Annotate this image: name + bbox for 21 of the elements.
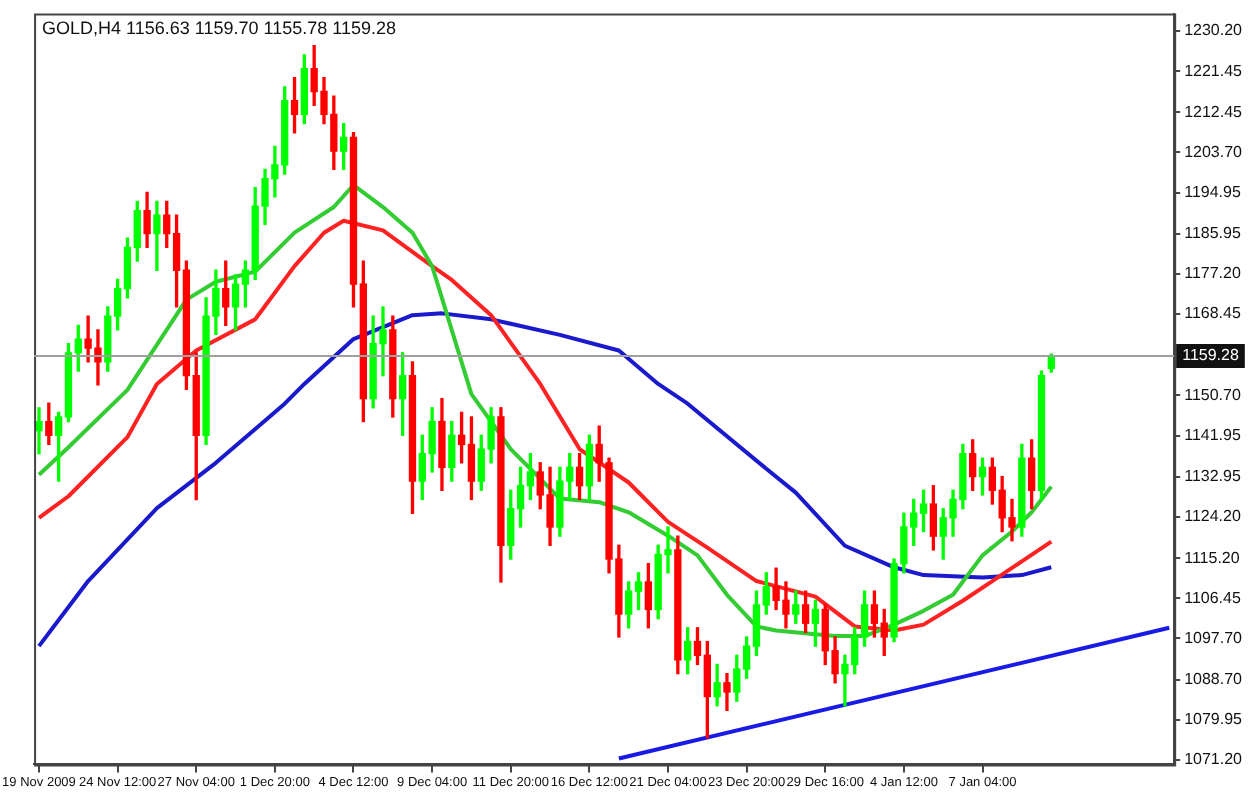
y-tick-label: 1124.20 bbox=[1184, 507, 1242, 526]
y-tick-label: 1132.95 bbox=[1184, 467, 1242, 486]
y-tick-label: 1185.95 bbox=[1184, 224, 1242, 243]
ref-line-label: 1159.28 bbox=[1182, 346, 1240, 365]
y-tick-label: 1071.20 bbox=[1184, 750, 1244, 769]
chart-title: GOLD,H4 1156.63 1159.70 1155.78 1159.28 bbox=[42, 17, 397, 38]
y-tick-label: 1115.20 bbox=[1184, 548, 1241, 567]
y-tick-label: 1230.20 bbox=[1184, 21, 1244, 40]
y-tick-label: 1194.95 bbox=[1184, 183, 1242, 201]
y-tick-label: 1168.45 bbox=[1184, 304, 1242, 323]
y-tick-label: 1212.45 bbox=[1184, 102, 1244, 121]
candlestick bbox=[35, 407, 43, 455]
y-tick-label: 1150.70 bbox=[1184, 385, 1242, 404]
y-tick-label: 1097.70 bbox=[1184, 628, 1244, 647]
y-tick-label: 1106.45 bbox=[1184, 588, 1242, 607]
y-tick-label: 1221.45 bbox=[1184, 61, 1244, 80]
y-tick-label: 1177.20 bbox=[1184, 264, 1242, 283]
y-tick-label: 1203.70 bbox=[1184, 142, 1244, 161]
y-tick-label: 1088.70 bbox=[1184, 670, 1244, 689]
y-tick-label: 1141.95 bbox=[1184, 425, 1242, 444]
y-tick-label: 1079.95 bbox=[1184, 710, 1244, 729]
